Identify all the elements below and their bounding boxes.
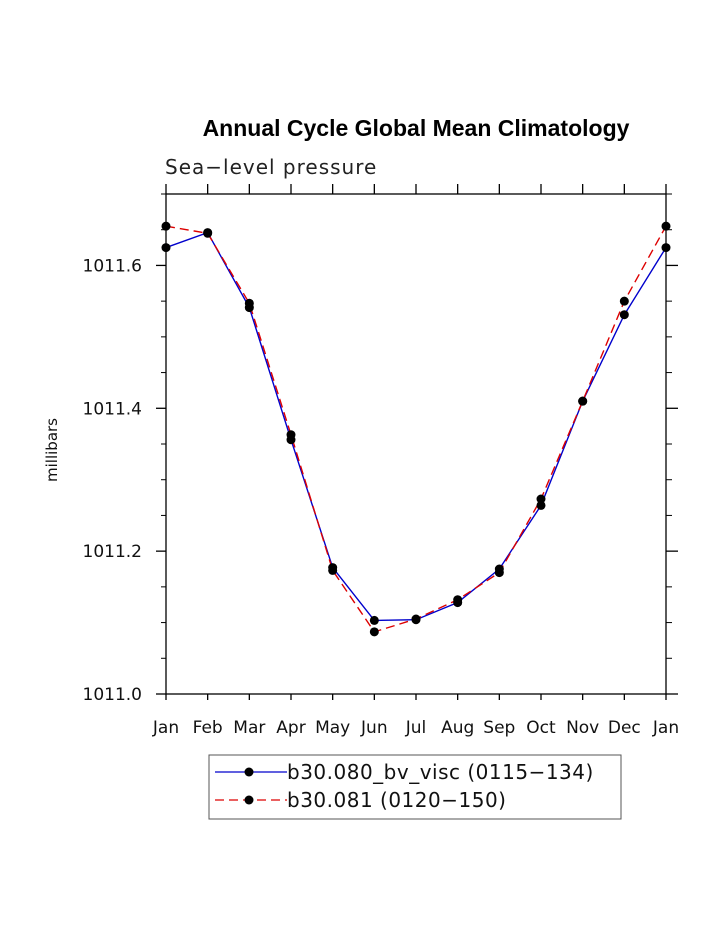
series-1-point (619, 310, 629, 320)
axes: Jan Feb Mar Apr May Jun Jul Aug Sep Oct Nov Dec Jan 1… (83, 184, 679, 738)
y-tick-label: 1011.2 (83, 542, 142, 562)
x-tick-label: Jan (652, 718, 679, 738)
x-tick-label: May (315, 718, 350, 738)
x-tick-label: Jun (360, 718, 388, 738)
y-tick-label: 1011.6 (83, 256, 142, 276)
series-1-point (161, 243, 171, 253)
series-2-point (661, 221, 671, 231)
legend-label-series-2: b30.081 (0120−150) (287, 788, 506, 812)
series-2-point (244, 298, 254, 308)
legend-marker-series-1 (244, 767, 254, 777)
series-1-point (661, 243, 671, 253)
x-tick-label: Dec (608, 718, 641, 738)
y-axis-label: millibars (43, 418, 61, 482)
series-2-point (161, 221, 171, 231)
series-1-point (369, 615, 379, 625)
series-2-point (536, 494, 546, 504)
x-tick-label: Aug (441, 718, 474, 738)
x-tick-label: Jul (405, 718, 427, 738)
x-tick-label: Feb (193, 718, 223, 738)
series-2-point (494, 568, 504, 578)
y-tick-label: 1011.0 (83, 685, 142, 705)
y-tick-label: 1011.4 (83, 399, 142, 419)
series-1-point (536, 500, 546, 510)
series-2-point (619, 296, 629, 306)
series-2-point (369, 627, 379, 637)
series-2-point (578, 396, 588, 406)
chart-subtitle: Sea−level pressure (165, 155, 377, 179)
series-line-2 (165, 225, 667, 633)
x-tick-label: Nov (566, 718, 599, 738)
legend-label-series-1: b30.080_bv_visc (0115−134) (287, 760, 594, 784)
x-tick-label: Jan (152, 718, 179, 738)
series-2-point (453, 595, 463, 605)
series-layer (161, 221, 671, 637)
series-2-point (203, 228, 213, 238)
legend-marker-series-2 (244, 795, 254, 805)
x-tick-label: Sep (483, 718, 515, 738)
legend-frame (208, 754, 622, 820)
chart-title: Annual Cycle Global Mean Climatology (203, 115, 630, 141)
legend: b30.080_bv_visc (0115−134) b30.081 (0120… (208, 754, 622, 820)
series-2-point (411, 614, 421, 624)
x-tick-label: Mar (233, 718, 265, 738)
x-tick-label: Apr (276, 718, 305, 738)
series-2-point (328, 565, 338, 575)
series-2-point (286, 430, 296, 440)
series-line-1 (165, 231, 667, 622)
x-tick-label: Oct (526, 718, 556, 738)
